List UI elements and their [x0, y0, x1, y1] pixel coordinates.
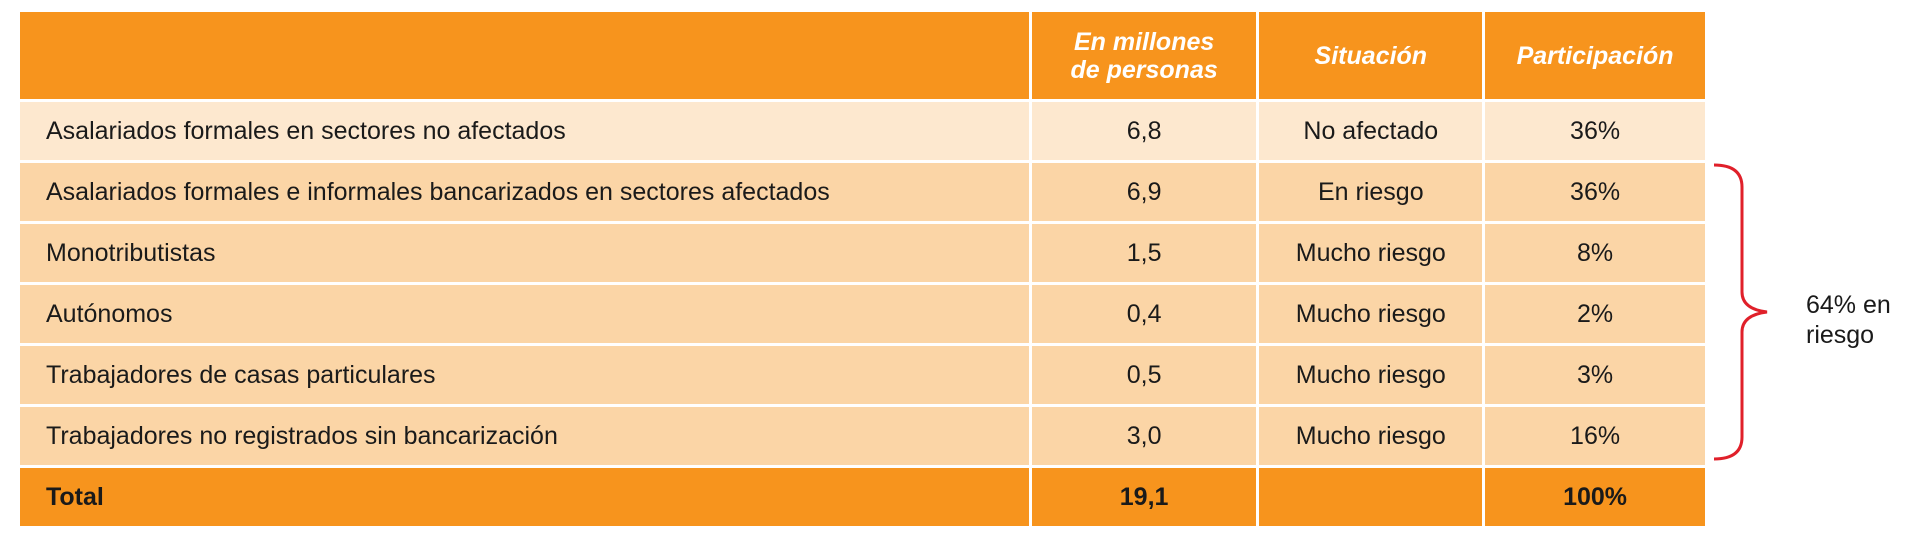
- total-situation: [1259, 465, 1483, 526]
- row-millions: 6,8: [1031, 99, 1257, 160]
- row-label: Autónomos: [20, 282, 1029, 343]
- table-row: Asalariados formales en sectores no afec…: [20, 99, 1705, 160]
- header-millions-line1: En millones: [1073, 27, 1215, 56]
- row-share: 16%: [1485, 404, 1705, 465]
- header-millions: En millones de personas: [1031, 12, 1257, 99]
- risk-annotation-line1: 64% en: [1806, 291, 1891, 319]
- row-millions: 0,5: [1031, 343, 1257, 404]
- risk-bracket: [1713, 163, 1768, 461]
- row-situation: No afectado: [1259, 99, 1483, 160]
- row-share: 36%: [1485, 160, 1705, 221]
- table-row: Autónomos 0,4 Mucho riesgo 2%: [20, 282, 1705, 343]
- total-label: Total: [20, 465, 1029, 526]
- table-row: Trabajadores no registrados sin bancariz…: [20, 404, 1705, 465]
- table-row: Asalariados formales e informales bancar…: [20, 160, 1705, 221]
- row-share: 2%: [1485, 282, 1705, 343]
- employment-risk-table: En millones de personas Situación Partic…: [17, 12, 1708, 526]
- row-situation: En riesgo: [1259, 160, 1483, 221]
- table-header-row: En millones de personas Situación Partic…: [20, 12, 1705, 99]
- header-share: Participación: [1485, 12, 1705, 99]
- risk-annotation: 64% en riesgo: [1806, 290, 1916, 350]
- row-situation: Mucho riesgo: [1259, 221, 1483, 282]
- row-situation: Mucho riesgo: [1259, 404, 1483, 465]
- row-label: Trabajadores no registrados sin bancariz…: [20, 404, 1029, 465]
- total-share: 100%: [1485, 465, 1705, 526]
- table-row: Monotributistas 1,5 Mucho riesgo 8%: [20, 221, 1705, 282]
- row-millions: 1,5: [1031, 221, 1257, 282]
- row-label: Asalariados formales en sectores no afec…: [20, 99, 1029, 160]
- row-situation: Mucho riesgo: [1259, 282, 1483, 343]
- table-row: Trabajadores de casas particulares 0,5 M…: [20, 343, 1705, 404]
- header-millions-line2: de personas: [1070, 55, 1218, 84]
- row-share: 3%: [1485, 343, 1705, 404]
- row-situation: Mucho riesgo: [1259, 343, 1483, 404]
- row-share: 36%: [1485, 99, 1705, 160]
- row-label: Asalariados formales e informales bancar…: [20, 160, 1029, 221]
- risk-annotation-line2: riesgo: [1806, 321, 1875, 349]
- row-label: Monotributistas: [20, 221, 1029, 282]
- total-row: Total 19,1 100%: [20, 465, 1705, 526]
- total-millions: 19,1: [1031, 465, 1257, 526]
- header-situation: Situación: [1259, 12, 1483, 99]
- row-share: 8%: [1485, 221, 1705, 282]
- header-label: [20, 12, 1029, 99]
- row-millions: 0,4: [1031, 282, 1257, 343]
- row-millions: 6,9: [1031, 160, 1257, 221]
- row-millions: 3,0: [1031, 404, 1257, 465]
- row-label: Trabajadores de casas particulares: [20, 343, 1029, 404]
